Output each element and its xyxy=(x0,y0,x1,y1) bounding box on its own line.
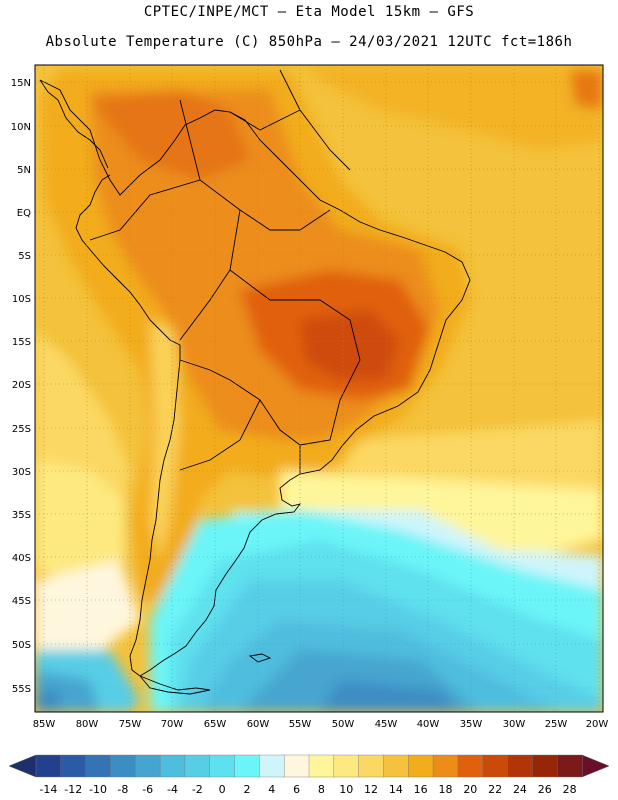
colorbar-label: 2 xyxy=(243,783,250,796)
lat-label: 50S xyxy=(12,640,31,651)
lat-label: 5S xyxy=(18,251,31,262)
colorbar-label: 6 xyxy=(293,783,300,796)
colorbar-label: -6 xyxy=(142,783,153,796)
chart-title-model: CPTEC/INPE/MCT – Eta Model 15km – GFS xyxy=(143,4,475,20)
lat-label: EQ xyxy=(17,208,31,219)
colorbar-swatch xyxy=(308,754,335,778)
lon-label: 25W xyxy=(545,719,568,730)
colorbar-label: 28 xyxy=(563,783,577,796)
colorbar-swatch xyxy=(556,754,583,778)
lat-label: 5N xyxy=(17,165,31,176)
colorbar-swatch xyxy=(234,754,260,778)
lon-label: 35W xyxy=(460,719,483,730)
colorbar-label: 24 xyxy=(513,783,527,796)
lat-label: 40S xyxy=(12,553,31,564)
lon-label: 85W xyxy=(33,719,56,730)
colorbar-swatch xyxy=(383,754,409,778)
colorbar-swatch xyxy=(482,754,509,778)
colorbar-swatch xyxy=(333,754,360,778)
colorbar-label: -14 xyxy=(39,783,57,796)
map-frame xyxy=(34,64,604,713)
chart-title-variable: Absolute Temperature (C) 850hPa – 24/03/… xyxy=(45,34,573,50)
lon-label: 70W xyxy=(161,719,184,730)
colorbar-swatch xyxy=(159,754,186,778)
colorbar-swatch xyxy=(532,754,558,778)
lat-label: 20S xyxy=(12,380,31,391)
colorbar-label: -8 xyxy=(117,783,128,796)
colorbar-label: 8 xyxy=(318,783,325,796)
colorbar-swatch xyxy=(358,754,384,778)
lat-label: 15N xyxy=(11,78,31,89)
lat-label: 35S xyxy=(12,510,31,521)
lon-label: 45W xyxy=(375,719,398,730)
colorbar-label: 14 xyxy=(389,783,403,796)
colorbar-swatch xyxy=(259,754,285,778)
lon-label: 65W xyxy=(204,719,227,730)
colorbar-swatch xyxy=(283,754,310,778)
lon-label: 30W xyxy=(503,719,526,730)
colorbar-swatch xyxy=(507,754,533,778)
lon-label: 50W xyxy=(332,719,355,730)
colorbar-label: -2 xyxy=(192,783,203,796)
colorbar-swatch xyxy=(135,754,161,778)
colorbar-label: 0 xyxy=(219,783,226,796)
lon-label: 20W xyxy=(586,719,609,730)
lon-label: 55W xyxy=(289,719,312,730)
colorbar-swatch xyxy=(209,754,236,778)
colorbar-swatch xyxy=(408,754,434,778)
lat-label: 10S xyxy=(12,294,31,305)
latitude-axis: 15N 10N 5N EQ 5S 10S 15S 20S 25S 30S 35S… xyxy=(11,78,31,695)
graticule xyxy=(35,65,603,712)
lat-label: 10N xyxy=(11,122,31,133)
lat-label: 45S xyxy=(12,596,31,607)
coastline xyxy=(39,69,471,695)
colorbar-label: -12 xyxy=(64,783,82,796)
colorbar-label: 20 xyxy=(463,783,477,796)
lat-label: 30S xyxy=(12,467,31,478)
colorbar-swatch xyxy=(110,754,136,778)
colorbar-label: 26 xyxy=(538,783,552,796)
lat-label: 15S xyxy=(12,337,31,348)
lat-label: 25S xyxy=(12,424,31,435)
temperature-field xyxy=(35,65,603,712)
colorbar-swatch xyxy=(457,754,484,778)
lat-label: 55S xyxy=(12,684,31,695)
lon-label: 60W xyxy=(247,719,270,730)
colorbar-min-arrow xyxy=(8,754,37,778)
colorbar-max-arrow xyxy=(581,754,610,778)
colorbar-label: -4 xyxy=(167,783,178,796)
colorbar-label: 10 xyxy=(339,783,353,796)
lon-label: 80W xyxy=(76,719,99,730)
colorbar-label: 18 xyxy=(439,783,453,796)
colorbar-label: 12 xyxy=(364,783,378,796)
colorbar-swatch xyxy=(184,754,211,778)
colorbar-swatch xyxy=(35,754,62,778)
colorbar-label: 4 xyxy=(268,783,275,796)
colorbar: -14 -12 -10 -8 -6 -4 -2 0 2 4 6 8 10 12 14 16 18 20 22 24 26… xyxy=(8,754,610,796)
colorbar-label: 16 xyxy=(414,783,428,796)
colorbar-swatch xyxy=(432,754,459,778)
colorbar-label: -10 xyxy=(89,783,107,796)
longitude-axis: 85W 80W 75W 70W 65W 60W 55W 50W 45W 40W … xyxy=(33,719,609,730)
lon-label: 40W xyxy=(417,719,440,730)
colorbar-label: 22 xyxy=(488,783,502,796)
colorbar-swatch xyxy=(85,754,111,778)
colorbar-swatch xyxy=(60,754,87,778)
lon-label: 75W xyxy=(119,719,142,730)
